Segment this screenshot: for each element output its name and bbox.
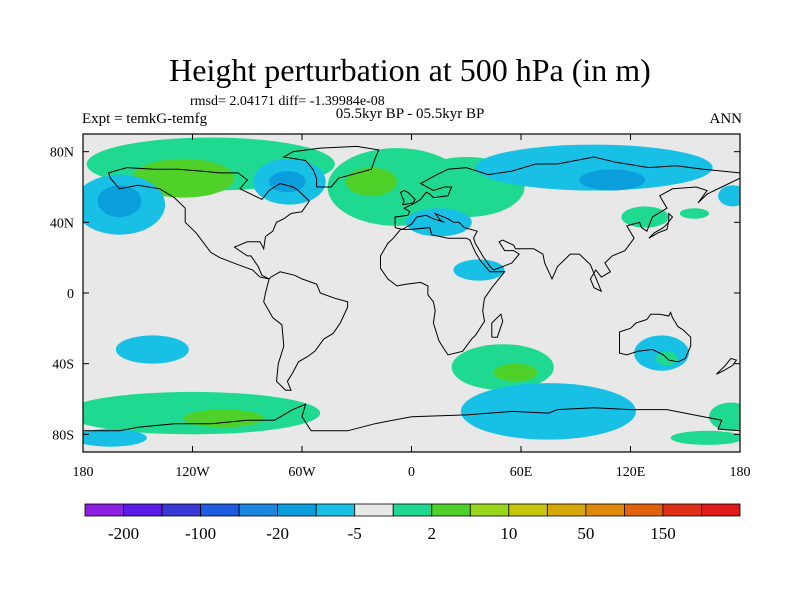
x-tick-label: 180 [730,465,751,480]
colorbar-box [469,503,510,517]
colorbar-box [392,503,433,517]
anomaly-region-neg-weak [460,383,636,440]
page-title: Height perturbation at 500 hPa (in m) [169,52,651,88]
colorbar-box [123,503,163,517]
season-label: ANN [709,111,743,127]
colorbar-box [277,503,317,517]
x-tick-label: 60E [510,465,533,480]
anomaly-region-neg-weak [475,144,713,191]
anomaly-region-neg-weak [406,208,472,237]
y-tick-label: 80N [50,146,74,161]
x-tick-label: 120E [616,465,646,480]
eurasia-coastline [394,156,740,293]
colorbar-box [662,503,702,517]
y-tick-label: 40N [50,216,74,231]
anomaly-region-pos-weak [621,206,669,228]
anomaly-region-pos-mod [493,363,538,382]
colorbar-label: -5 [348,524,362,543]
great-britain-coastline [399,189,416,206]
experiment-label: Expt = temkG-temfg [82,111,208,127]
anomaly-region-neg-mod [579,169,646,191]
australia-coastline [619,311,692,363]
colorbar-box [546,503,587,517]
colorbar-label: -100 [185,524,216,543]
japan-coastline [648,212,674,239]
antarctica-coastline [83,403,740,432]
y-tick-label: 80S [52,428,74,443]
africa-coastline [380,227,506,356]
colorbar-box [508,503,548,517]
colorbar-label: -200 [108,524,139,543]
y-tick-label: 40S [52,358,74,373]
colorbar-box [84,503,124,517]
colorbar-label: 150 [650,524,676,543]
colorbar-box [585,503,625,517]
colorbar-label: -20 [266,524,289,543]
x-tick-label: 120W [175,465,210,480]
north-america-coastline [107,167,310,280]
anomaly-region-pos-weak [670,430,740,445]
colorbar-box [354,503,394,517]
x-tick-label: 180 [73,465,94,480]
stats-line: rmsd= 2.04171 diff= -1.39984e-08 [190,94,385,109]
anomaly-region-neg-mod [269,171,306,193]
y-tick-label: 0 [67,287,74,302]
anomaly-region-pos-weak [679,208,709,219]
anomaly-region-pos-mod [183,409,264,428]
x-tick-label: 60W [288,465,316,480]
new-zealand-coastline [715,357,738,375]
colorbar-box [161,503,201,517]
colorbar-label: 2 [428,524,437,543]
anomaly-region-pos-weak [708,402,740,431]
colorbar-box [701,503,741,517]
x-tick-label: 0 [408,465,415,480]
colorbar-label: 10 [500,524,517,543]
greenland-coastline [282,145,380,188]
period-subtitle: 05.5kyr BP - 05.5kyr BP [335,106,485,122]
anomaly-region-neg-weak [718,185,740,207]
colorbar-box [431,503,471,517]
colorbar-box [200,503,240,517]
colorbar-box [315,503,356,517]
colorbar-box [238,503,279,517]
colorbar-label: 50 [577,524,594,543]
anomaly-region-neg-weak [115,335,189,364]
anomaly-region-neg-weak [83,429,147,447]
anomaly-region-neg-mod [97,185,142,218]
colorbar-box [624,503,664,517]
south-america-coastline [263,271,349,391]
madagascar-coastline [491,313,504,338]
anomaly-region-pos-mod [345,167,397,196]
anomaly-region-neg-weak [453,259,505,281]
anomaly-region-pos-mod [132,158,235,198]
